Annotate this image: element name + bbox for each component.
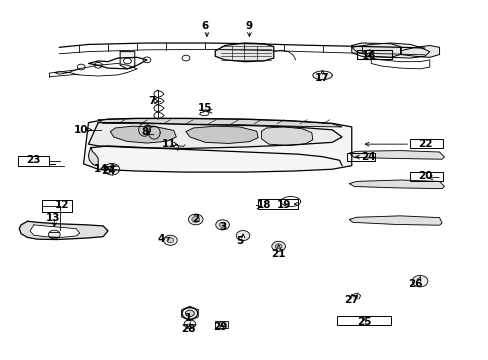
Circle shape <box>275 244 282 249</box>
Circle shape <box>271 241 285 251</box>
Circle shape <box>191 217 199 222</box>
Circle shape <box>183 320 195 328</box>
Polygon shape <box>400 45 439 57</box>
Text: 2: 2 <box>192 215 199 224</box>
Bar <box>409 139 443 148</box>
Text: 15: 15 <box>198 103 212 113</box>
Polygon shape <box>348 216 441 225</box>
Text: 11: 11 <box>162 139 176 149</box>
Circle shape <box>94 62 102 68</box>
Circle shape <box>411 275 427 287</box>
Polygon shape <box>120 51 135 69</box>
Text: 1: 1 <box>184 313 192 323</box>
Polygon shape <box>348 180 444 189</box>
Circle shape <box>218 322 224 326</box>
Polygon shape <box>30 225 80 237</box>
Polygon shape <box>98 119 341 127</box>
Text: 8: 8 <box>141 127 148 136</box>
Text: 24: 24 <box>101 166 115 176</box>
Bar <box>258 199 298 210</box>
Text: 9: 9 <box>245 21 252 31</box>
Text: 24: 24 <box>361 152 375 162</box>
Text: 29: 29 <box>212 322 227 332</box>
Text: 21: 21 <box>271 248 285 258</box>
Text: 5: 5 <box>236 236 243 246</box>
Text: 12: 12 <box>54 200 69 210</box>
Polygon shape <box>351 43 429 58</box>
Circle shape <box>166 238 173 243</box>
Bar <box>409 172 443 181</box>
Bar <box>356 50 391 59</box>
Circle shape <box>77 64 85 70</box>
Circle shape <box>182 308 197 319</box>
Bar <box>215 320 227 328</box>
Bar <box>336 316 390 325</box>
Text: 4: 4 <box>158 234 165 244</box>
Polygon shape <box>348 150 444 159</box>
Text: 6: 6 <box>202 21 209 31</box>
Text: 28: 28 <box>181 324 195 334</box>
Polygon shape <box>215 43 273 62</box>
Circle shape <box>123 58 131 64</box>
Text: 7: 7 <box>148 96 155 106</box>
Text: 25: 25 <box>356 317 370 327</box>
Text: 10: 10 <box>74 125 88 135</box>
Circle shape <box>104 163 120 175</box>
Text: 18: 18 <box>256 200 271 210</box>
Circle shape <box>185 310 194 317</box>
Text: 22: 22 <box>417 139 431 149</box>
Circle shape <box>182 55 189 61</box>
Text: 23: 23 <box>26 155 41 165</box>
Circle shape <box>236 230 249 240</box>
Circle shape <box>188 214 203 225</box>
Polygon shape <box>312 71 331 80</box>
Polygon shape <box>19 221 108 239</box>
Text: 26: 26 <box>407 279 422 289</box>
Circle shape <box>87 125 101 135</box>
Polygon shape <box>83 118 351 172</box>
Polygon shape <box>110 126 176 143</box>
Text: 19: 19 <box>276 200 290 210</box>
Text: 17: 17 <box>315 73 329 83</box>
Circle shape <box>143 57 151 63</box>
Circle shape <box>219 222 225 227</box>
Polygon shape <box>351 43 400 57</box>
Polygon shape <box>185 126 258 143</box>
Bar <box>42 200 72 212</box>
Text: 27: 27 <box>344 295 358 305</box>
Polygon shape <box>88 148 98 166</box>
Circle shape <box>163 235 177 245</box>
Text: 3: 3 <box>219 222 226 231</box>
Text: 20: 20 <box>417 171 431 181</box>
Text: 16: 16 <box>361 51 375 61</box>
Text: 13: 13 <box>46 213 61 222</box>
Bar <box>18 156 49 166</box>
Bar <box>346 153 374 161</box>
Circle shape <box>48 230 60 239</box>
Polygon shape <box>261 127 312 145</box>
Polygon shape <box>88 123 341 148</box>
Text: 14: 14 <box>93 164 108 174</box>
Circle shape <box>215 220 229 230</box>
